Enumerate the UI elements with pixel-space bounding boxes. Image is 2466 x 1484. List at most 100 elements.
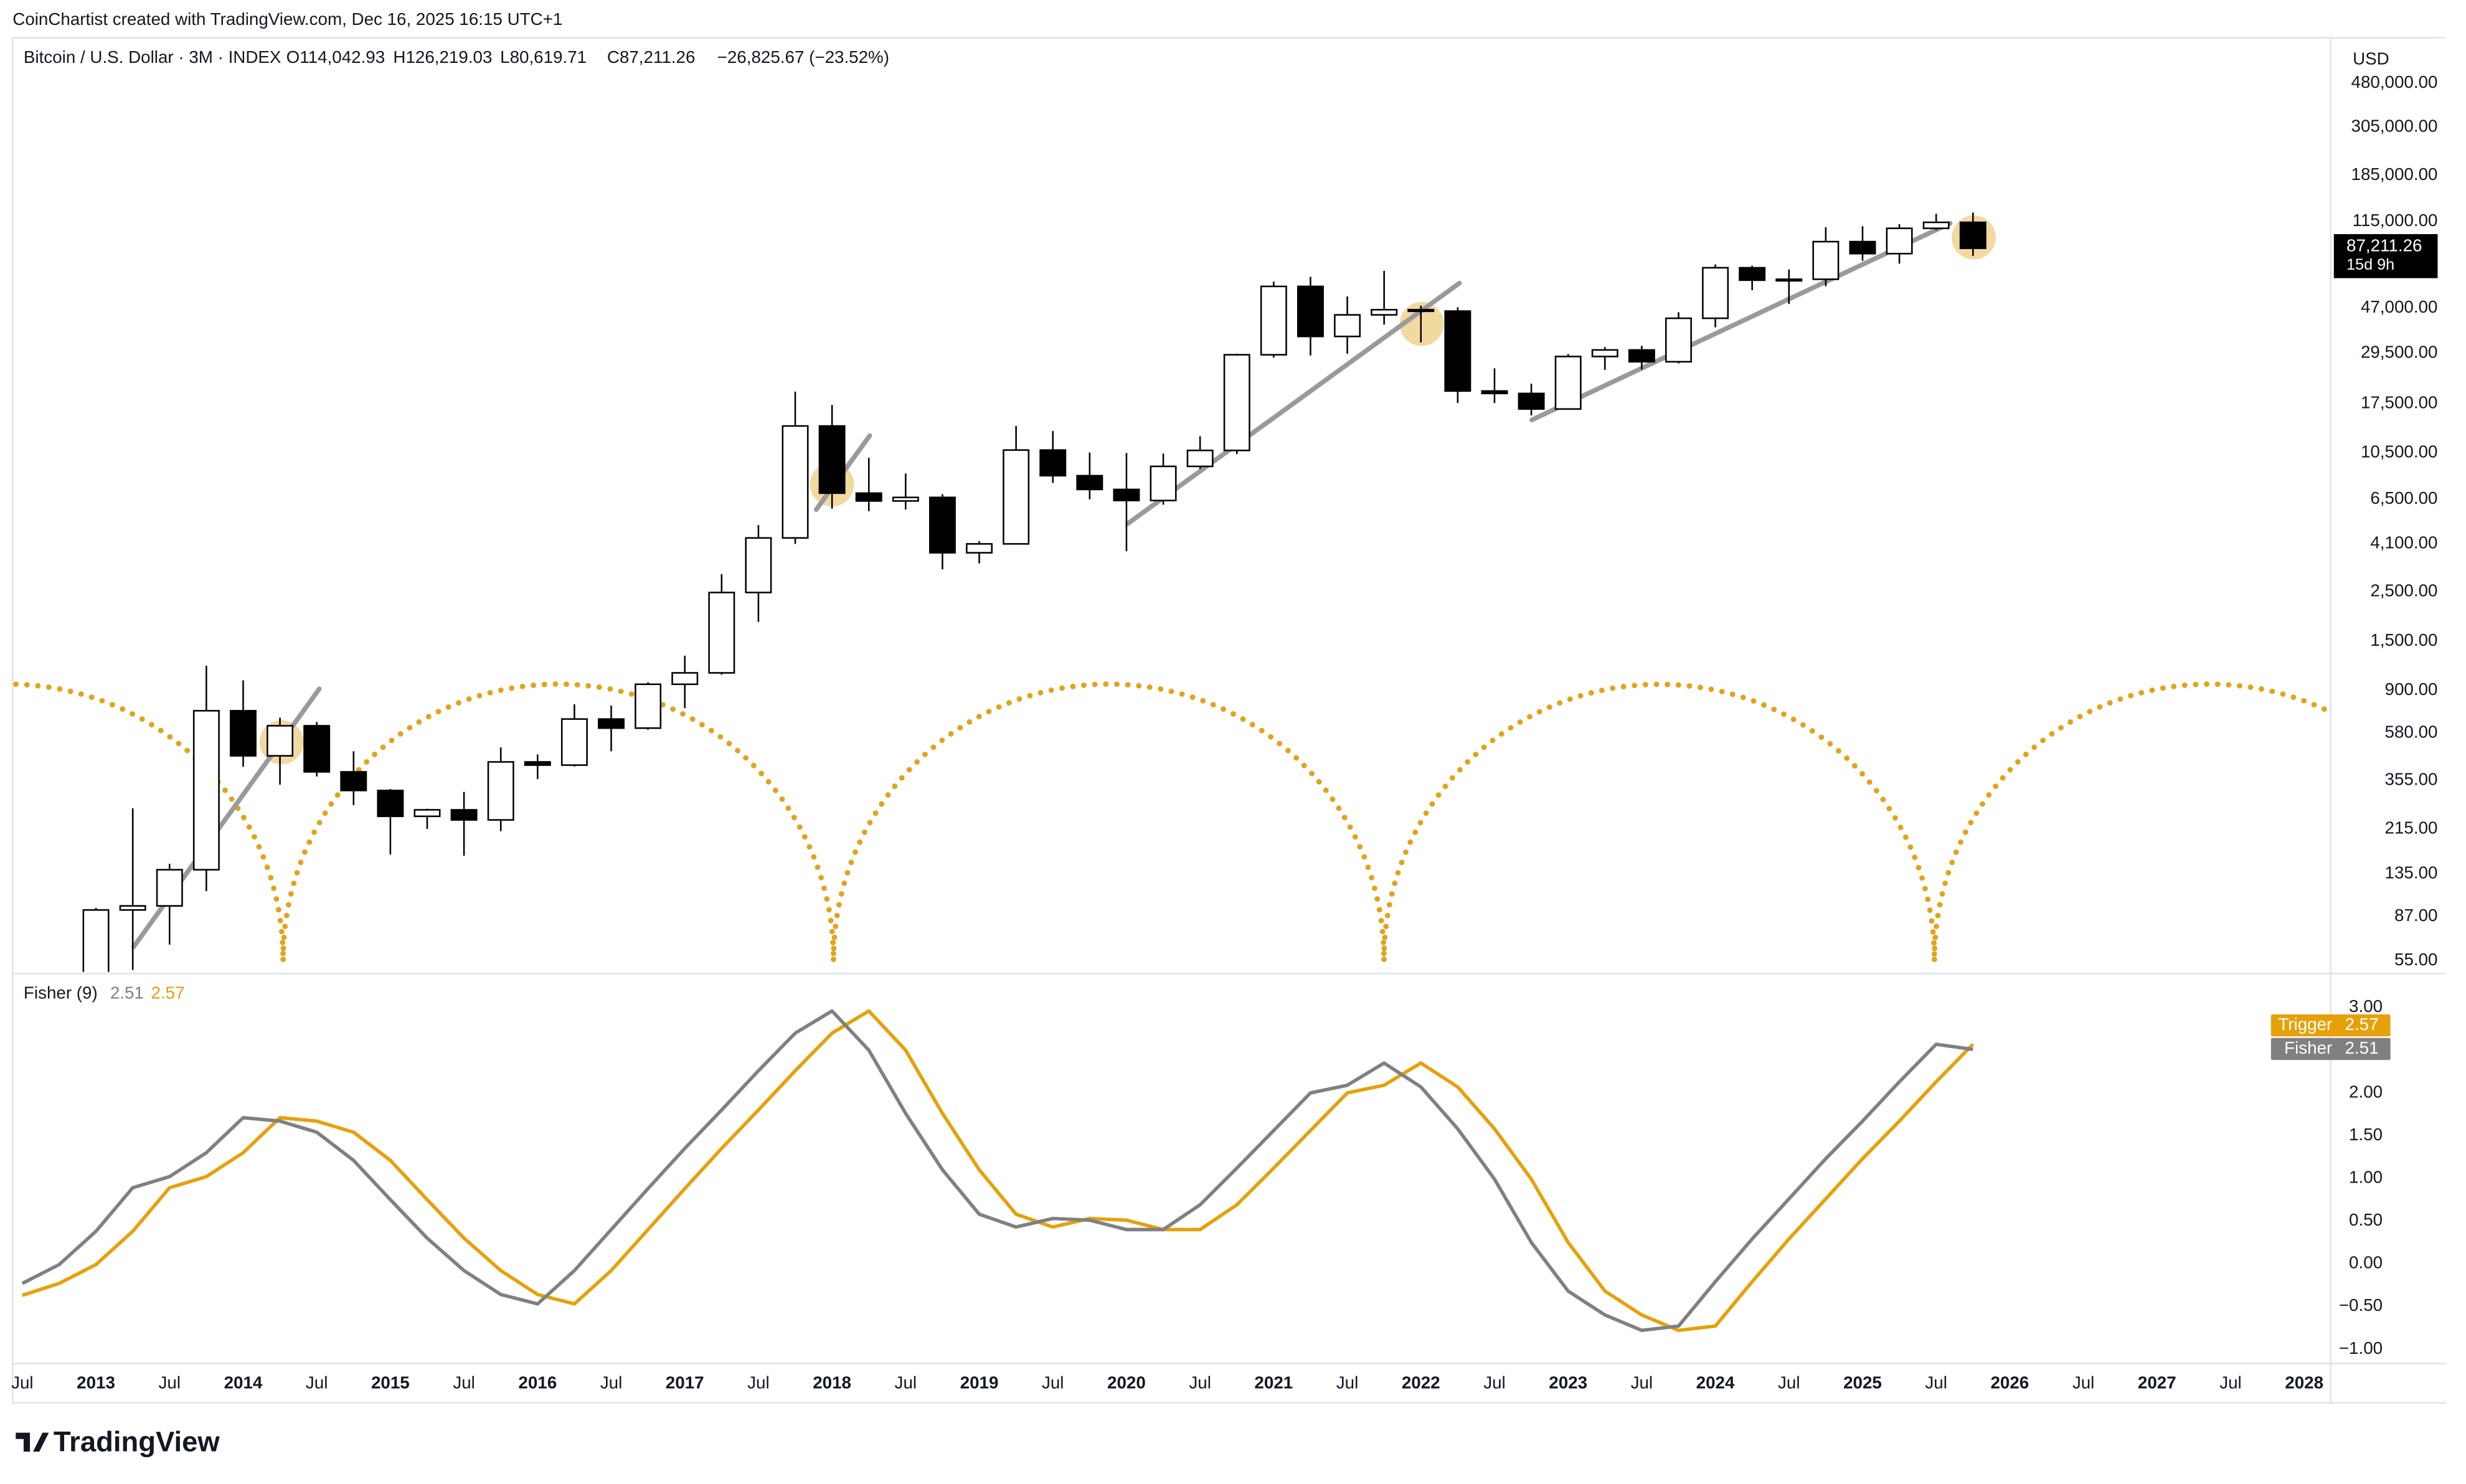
candle-body: [560, 718, 588, 766]
x-tick-label: 2022: [1402, 1373, 1440, 1392]
change-label: −26,825.67 (−23.52%): [717, 47, 889, 67]
candle-body: [782, 425, 809, 539]
cycle-arc: [1381, 681, 1937, 962]
y-tick-label: 2,500.00: [2370, 581, 2437, 600]
x-tick-label: 2028: [2285, 1373, 2323, 1392]
y-tick-label: 305,000.00: [2351, 116, 2438, 136]
candle-body: [340, 771, 367, 792]
candle-body: [635, 683, 662, 729]
candle-body: [303, 725, 331, 773]
x-tick-label: Jul: [159, 1373, 181, 1392]
candle-body: [892, 496, 919, 502]
candle-body: [1334, 314, 1361, 338]
x-tick-label: 2015: [371, 1373, 410, 1392]
candle-body: [1113, 488, 1140, 502]
candle-body: [1076, 475, 1103, 491]
candle-body: [119, 905, 146, 911]
x-tick-label: Jul: [2072, 1373, 2095, 1392]
candle-body: [1260, 285, 1287, 356]
candle-body: [1003, 449, 1030, 545]
labels: Bitcoin / U.S. Dollar · 3M · INDEX O114,0…: [11, 47, 2437, 1392]
indicator-value: 2.51: [110, 983, 144, 1002]
x-tick-label: Jul: [600, 1373, 622, 1392]
y-tick-label: 1,500.00: [2370, 630, 2437, 650]
value-tag-name: Trigger: [2278, 1014, 2332, 1034]
y-tick-label: 2.00: [2349, 1082, 2383, 1101]
trendline: [1529, 220, 1953, 423]
x-tick-label: Jul: [453, 1373, 475, 1392]
brand-logo: [16, 1432, 49, 1452]
ohlc-label: L80,619.71: [500, 47, 587, 67]
candle-body: [1812, 240, 1840, 280]
trendline: [1125, 280, 1462, 526]
y-tick-label: 0.00: [2349, 1253, 2383, 1272]
x-tick-label: 2027: [2138, 1373, 2176, 1392]
currency: USD: [2353, 49, 2389, 68]
candle-body: [1591, 349, 1618, 357]
last-price-tag: [2333, 234, 2438, 278]
y-tick-label: 900.00: [2385, 679, 2438, 699]
value-tag: [2270, 1037, 2391, 1061]
x-tick-label: Jul: [1189, 1373, 1211, 1392]
indicator-line: [22, 1009, 1975, 1333]
candle-body: [855, 492, 882, 502]
candle-body: [818, 425, 846, 494]
indicator-lines: [21, 1009, 1975, 1333]
candle-body: [1407, 309, 1435, 313]
candle-body: [1739, 267, 1766, 281]
x-tick-label: Jul: [1483, 1373, 1506, 1392]
candle-body: [192, 710, 220, 871]
candle-body: [1775, 278, 1803, 282]
candle-body: [487, 761, 514, 821]
y-tick-label: 4,100.00: [2370, 533, 2437, 552]
x-tick-label: Jul: [2219, 1373, 2242, 1392]
candle-body: [1371, 309, 1398, 316]
candle-body: [156, 869, 183, 907]
y-tick-label: 87.00: [2394, 905, 2437, 925]
y-tick-label: 135.00: [2385, 863, 2438, 882]
candle-body: [413, 809, 441, 818]
y-tick-label: 6,500.00: [2370, 488, 2437, 508]
candles: [82, 212, 1986, 972]
x-tick-label: 2020: [1107, 1373, 1146, 1392]
y-tick-label: 1.50: [2349, 1125, 2383, 1144]
candle-body: [1186, 450, 1214, 468]
cycles: [12, 681, 2331, 962]
candle-body: [1223, 354, 1250, 451]
x-tick-label: 2016: [518, 1373, 557, 1392]
y-tick-label: 47,000.00: [2361, 297, 2438, 316]
indicator-line: [21, 1009, 1973, 1333]
y-tick-label: −1.00: [2339, 1338, 2383, 1358]
candle-body: [267, 725, 294, 757]
last-price-label: 87,211.26: [2346, 235, 2422, 255]
candle-body: [450, 809, 478, 821]
x-tick-label: Jul: [1631, 1373, 1653, 1392]
value-tag-label: 2.51: [2345, 1038, 2378, 1057]
y-tick-label: 185,000.00: [2351, 164, 2438, 184]
ohlc-label: O114,042.93: [286, 47, 385, 67]
value-tag: [2270, 1014, 2391, 1037]
candle-body: [598, 718, 625, 729]
x-tick-label: 2026: [1990, 1373, 2029, 1392]
cycle-arc: [831, 681, 1387, 962]
candle-body: [671, 672, 699, 686]
candle-body: [230, 710, 257, 757]
x-tick-label: 2014: [224, 1373, 263, 1392]
x-tick-label: 2025: [1843, 1373, 1882, 1392]
cycle-arc: [280, 681, 836, 962]
value-tag-name: Fisher: [2284, 1038, 2332, 1057]
ohlc-label: C87,211.26: [607, 47, 696, 67]
y-tick-label: −0.50: [2339, 1295, 2383, 1315]
attribution: CoinChartist created with TradingView.co…: [12, 9, 562, 29]
x-tick-label: Jul: [11, 1373, 34, 1392]
brand-name: TradingView: [54, 1425, 220, 1457]
candle-body: [1297, 285, 1324, 338]
candle-body: [1959, 221, 1986, 249]
indicator-title: Fisher (9): [24, 983, 98, 1002]
candle-body: [377, 790, 404, 818]
y-tick-label: 55.00: [2394, 950, 2437, 969]
candle-body: [1554, 356, 1582, 410]
ohlc-label: H126,219.03: [393, 47, 492, 67]
